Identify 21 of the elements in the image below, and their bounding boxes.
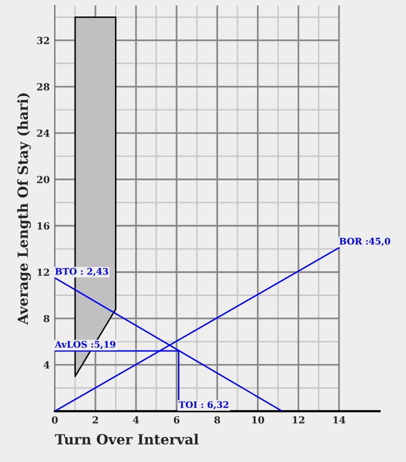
y-tick-label: 24 — [37, 130, 50, 137]
x-tick-label: 10 — [252, 416, 264, 424]
x-axis-title: Turn Over Interval — [54, 434, 199, 445]
y-tick-label: 32 — [37, 36, 50, 44]
y-tick-label: 4 — [44, 361, 50, 369]
y-axis-title: Average Length Of Stay (hari) — [17, 93, 31, 325]
x-tick-label: 0 — [52, 416, 58, 424]
x-tick-label: 4 — [133, 416, 139, 424]
y-tick-label: 12 — [38, 268, 50, 276]
x-tick-label: 12 — [292, 416, 304, 424]
annotation: BTO : 2,43 — [55, 268, 108, 276]
annotation: BOR :45,0 — [339, 238, 390, 246]
y-tick-label: 20 — [37, 176, 50, 184]
x-tick-label: 2 — [92, 416, 98, 424]
x-tick-label: 6 — [174, 416, 180, 424]
annotation: TOI : 6,32 — [178, 401, 228, 410]
x-tick-label: 8 — [214, 416, 220, 424]
y-tick-label: 28 — [37, 83, 50, 91]
y-tick-label: 16 — [38, 222, 50, 230]
y-tick-label: 8 — [44, 314, 50, 322]
x-tick-label: 14 — [333, 416, 346, 424]
